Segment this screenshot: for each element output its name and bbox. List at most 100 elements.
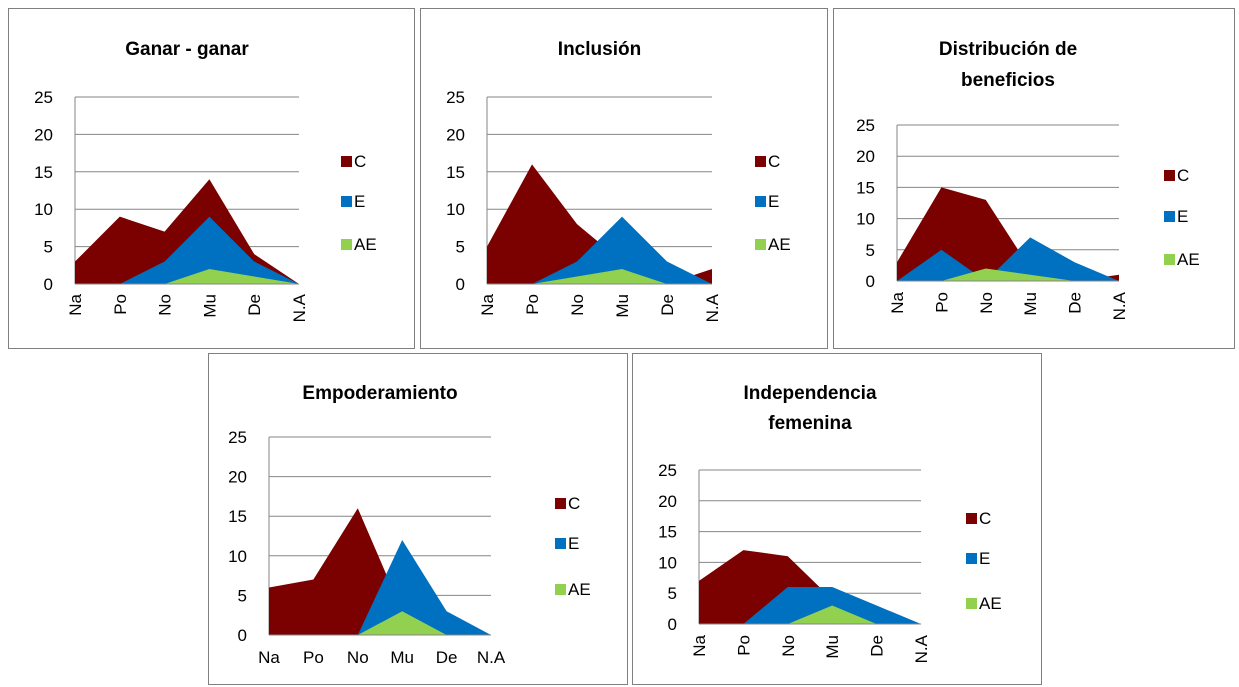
- chart-panel-distribucion-beneficios: Distribución de beneficios 0 5 10 15 20 25 Na Po N…: [833, 8, 1235, 349]
- x-tick-label: De: [436, 648, 458, 667]
- area-series-e: [487, 216, 712, 284]
- x-tick-label: Mu: [613, 294, 632, 318]
- x-tick-label: Po: [932, 292, 951, 313]
- chart-svg-distribucion-de-beneficios: Distribución de beneficios 0 5 10 15 20 25 Na Po N…: [856, 39, 1200, 320]
- x-tick-label: De: [658, 294, 677, 316]
- y-tick-label: 10: [856, 210, 875, 229]
- y-tick-label: 20: [34, 125, 53, 144]
- chart-panel-empoderamiento: Empoderamiento 0 5 10 15 20 25 Na Po No Mu De N.A C E A…: [208, 353, 628, 685]
- legend-swatch-e: [966, 553, 977, 564]
- x-tick-label: N.A: [1110, 291, 1129, 320]
- chart-panel-independencia-femenina: Independencia femenina 0 5 10 15 20 25 Na Po No Mu D…: [632, 353, 1042, 685]
- legend-swatch-e: [1164, 211, 1175, 222]
- y-tick-label: 10: [34, 200, 53, 219]
- y-tick-label: 5: [238, 586, 247, 605]
- y-tick-label: 15: [228, 507, 247, 526]
- x-tick-label: No: [779, 635, 798, 657]
- legend-swatch-ae: [555, 584, 566, 595]
- chart-title: Ganar - ganar: [125, 39, 249, 60]
- chart-title: beneficios: [961, 70, 1055, 91]
- legend-label-c: C: [979, 509, 991, 528]
- area-series-c: [487, 164, 712, 284]
- y-tick-label: 20: [228, 468, 247, 487]
- area-series-ae: [487, 269, 712, 284]
- x-tick-label: Na: [888, 291, 907, 313]
- y-tick-label: 25: [658, 461, 677, 480]
- legend-label-c: C: [1177, 166, 1189, 185]
- y-tick-label: 10: [446, 200, 465, 219]
- y-tick-label: 25: [228, 428, 247, 447]
- x-tick-label: Na: [66, 293, 85, 315]
- x-tick-label: N.A: [912, 634, 931, 663]
- x-tick-label: Po: [303, 648, 324, 667]
- x-tick-label: N.A: [477, 648, 506, 667]
- area-series-ae: [269, 611, 491, 635]
- legend-swatch-ae: [966, 598, 977, 609]
- legend-swatch-ae: [341, 239, 352, 250]
- chart-svg-ganar-ganar: Ganar - ganar 0 5 10 15 20 25 Na Po No Mu De N.A C E AE: [34, 39, 377, 322]
- chart-title: Inclusión: [558, 39, 641, 60]
- legend-label-ae: AE: [768, 235, 791, 254]
- area-series-e: [699, 587, 921, 624]
- x-tick-label: N.A: [290, 293, 309, 322]
- x-tick-label: Na: [690, 634, 709, 656]
- chart-title: Distribución de: [939, 39, 1077, 60]
- y-tick-label: 5: [866, 241, 875, 260]
- legend-label-c: C: [354, 152, 366, 171]
- chart-title: Independencia: [743, 383, 876, 404]
- legend-label-c: C: [768, 152, 780, 171]
- chart-svg-independencia-femenina: Independencia femenina 0 5 10 15 20 25 Na Po No Mu D…: [658, 383, 1002, 663]
- y-tick-label: 10: [658, 553, 677, 572]
- chart-title: femenina: [768, 413, 852, 434]
- y-tick-label: 15: [446, 163, 465, 182]
- y-tick-label: 0: [866, 272, 875, 291]
- y-tick-label: 0: [456, 275, 465, 294]
- legend-swatch-e: [341, 196, 352, 207]
- y-tick-label: 5: [456, 238, 465, 257]
- y-tick-label: 20: [446, 125, 465, 144]
- y-tick-label: 25: [856, 116, 875, 135]
- x-tick-label: Po: [523, 294, 542, 315]
- legend-swatch-ae: [1164, 254, 1175, 265]
- x-tick-label: No: [347, 648, 369, 667]
- x-tick-label: Mu: [1021, 292, 1040, 316]
- legend-label-ae: AE: [568, 580, 591, 599]
- area-series-ae: [699, 605, 921, 624]
- legend-label-e: E: [979, 549, 990, 568]
- chart-panel-ganar-ganar: Ganar - ganar 0 5 10 15 20 25 Na Po No Mu De N.A C E AE: [8, 8, 415, 349]
- y-tick-label: 20: [658, 492, 677, 511]
- legend-swatch-e: [555, 538, 566, 549]
- legend-label-e: E: [1177, 207, 1188, 226]
- x-tick-label: No: [156, 294, 175, 316]
- legend-swatch-c: [555, 498, 566, 509]
- chart-svg-inclusion: Inclusión 0 5 10 15 20 25 Na Po No Mu De N.A C E AE: [446, 39, 791, 322]
- x-tick-label: Na: [258, 648, 280, 667]
- x-tick-label: Mu: [390, 648, 414, 667]
- y-tick-label: 5: [44, 238, 53, 257]
- y-tick-label: 25: [34, 88, 53, 107]
- y-tick-label: 0: [668, 615, 677, 634]
- y-tick-label: 25: [446, 88, 465, 107]
- y-tick-label: 15: [856, 178, 875, 197]
- x-tick-label: N.A: [703, 293, 722, 322]
- x-tick-label: No: [568, 294, 587, 316]
- x-tick-label: Mu: [823, 635, 842, 659]
- y-tick-label: 5: [668, 584, 677, 603]
- x-tick-label: De: [868, 635, 887, 657]
- x-tick-label: Na: [478, 293, 497, 315]
- area-series-e: [75, 216, 299, 284]
- legend-label-e: E: [568, 534, 579, 553]
- x-tick-label: Mu: [200, 294, 219, 318]
- legend-swatch-c: [1164, 170, 1175, 181]
- legend-swatch-c: [341, 156, 352, 167]
- x-tick-label: Po: [734, 635, 753, 656]
- x-tick-label: Po: [111, 294, 130, 315]
- x-tick-label: No: [977, 292, 996, 314]
- legend-label-ae: AE: [979, 594, 1002, 613]
- legend-swatch-c: [966, 513, 977, 524]
- legend-label-c: C: [568, 494, 580, 513]
- x-tick-label: De: [1066, 292, 1085, 314]
- legend-label-e: E: [768, 192, 779, 211]
- chart-svg-empoderamiento: Empoderamiento 0 5 10 15 20 25 Na Po No Mu De N.A C E A…: [228, 383, 591, 667]
- chart-title: Empoderamiento: [302, 383, 457, 404]
